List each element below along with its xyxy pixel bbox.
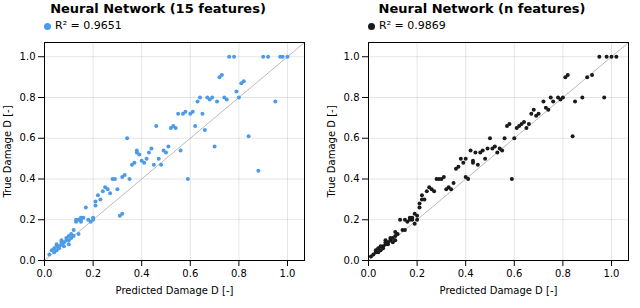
svg-text:0.6: 0.6	[506, 268, 522, 279]
svg-text:0.8: 0.8	[231, 268, 247, 279]
svg-text:Predicted Damage D [-]: Predicted Damage D [-]	[116, 285, 234, 296]
svg-text:0.0: 0.0	[344, 255, 360, 266]
svg-text:0.2: 0.2	[409, 268, 425, 279]
svg-text:0.2: 0.2	[20, 214, 36, 225]
svg-text:0.2: 0.2	[85, 268, 101, 279]
svg-text:0.0: 0.0	[37, 268, 53, 279]
svg-text:0.4: 0.4	[344, 173, 360, 184]
svg-text:0.6: 0.6	[20, 132, 36, 143]
svg-text:0.8: 0.8	[20, 92, 36, 103]
svg-text:True Damage D [-]: True Damage D [-]	[2, 105, 13, 198]
svg-text:0.6: 0.6	[182, 268, 198, 279]
svg-text:0.4: 0.4	[458, 268, 474, 279]
svg-text:Predicted Damage D [-]: Predicted Damage D [-]	[440, 285, 558, 296]
svg-text:0.8: 0.8	[344, 92, 360, 103]
html-text:R² = 0.9651: R² = 0.9651	[55, 19, 122, 32]
svg-text:0.2: 0.2	[344, 214, 360, 225]
svg-text:0.8: 0.8	[555, 268, 571, 279]
svg-text:1.0: 1.0	[280, 268, 296, 279]
html-text:Neural Network (n features): Neural Network (n features)	[378, 1, 586, 16]
svg-text:True Damage D [-]: True Damage D [-]	[326, 105, 337, 198]
html-text:Neural Network (15 features): Neural Network (15 features)	[50, 1, 266, 16]
svg-text:0.4: 0.4	[20, 173, 36, 184]
svg-text:1.0: 1.0	[344, 51, 360, 62]
svg-text:0.6: 0.6	[344, 132, 360, 143]
svg-text:0.0: 0.0	[20, 255, 36, 266]
svg-text:1.0: 1.0	[20, 51, 36, 62]
svg-text:0.0: 0.0	[361, 268, 377, 279]
svg-text:0.4: 0.4	[134, 268, 150, 279]
html-text:R² = 0.9869: R² = 0.9869	[379, 19, 446, 32]
svg-text:1.0: 1.0	[604, 268, 620, 279]
